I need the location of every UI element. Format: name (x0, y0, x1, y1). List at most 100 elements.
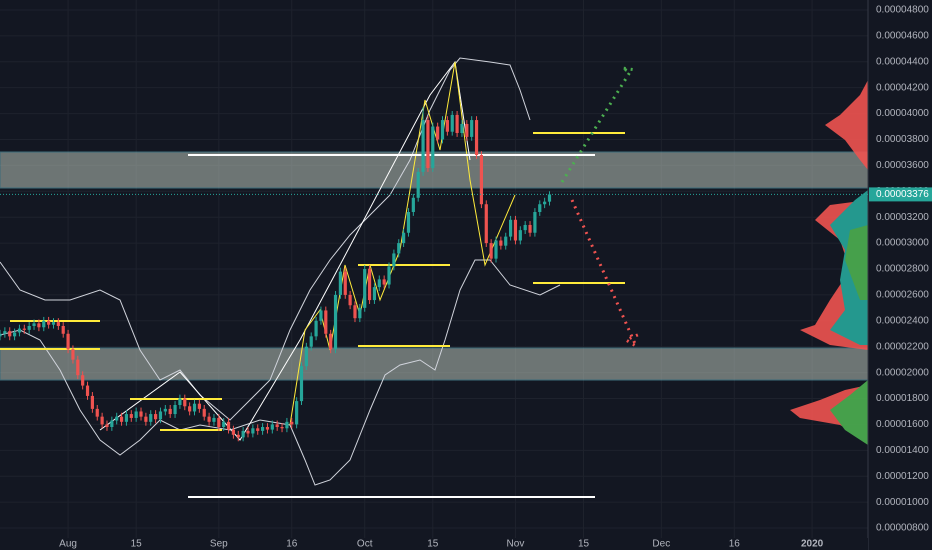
candle-body (538, 204, 542, 213)
candle-body (105, 424, 109, 428)
y-tick-label: 0.00003600 (876, 160, 929, 171)
candle-body (333, 294, 338, 350)
candle-body (363, 269, 367, 308)
candle-body (402, 232, 406, 244)
y-tick-label: 0.00000800 (876, 523, 929, 534)
candle-body (280, 427, 284, 429)
candle-body (494, 240, 498, 259)
candle-body (226, 421, 231, 430)
candle-body (212, 417, 216, 422)
y-tick-label: 0.00004400 (876, 56, 929, 67)
candle-body (222, 421, 226, 428)
candle-body (406, 212, 411, 233)
candle-body (188, 406, 192, 412)
lower-band (0, 259, 561, 486)
profile-red (825, 80, 868, 170)
axis-labels: 0.00004800 0.00004600 0.00004400 0.00004200… (0, 5, 932, 550)
candle-body (489, 243, 493, 259)
candle-body (139, 411, 143, 417)
candle-body (275, 424, 279, 428)
y-tick-label: 0.00001800 (876, 393, 929, 404)
x-tick-label: 16 (729, 539, 741, 550)
candle-body (445, 120, 449, 132)
candles (0, 107, 552, 442)
candle-body (12, 332, 17, 337)
candle-body (265, 427, 270, 430)
candle-body (231, 429, 236, 435)
candle-body (37, 323, 41, 328)
last-price-box (869, 187, 932, 202)
candle-body (115, 416, 119, 421)
candle-body (348, 294, 352, 306)
candle-body (3, 331, 7, 334)
candle-body (168, 408, 172, 415)
candle-body (426, 120, 430, 168)
volume-profile (790, 80, 868, 445)
candle-body (319, 310, 323, 321)
x-tick-label: 16 (286, 539, 298, 550)
candle-body (353, 305, 357, 319)
x-tick-label: Nov (507, 539, 525, 550)
candle-body (256, 428, 260, 431)
candle-body (22, 328, 26, 330)
candle-body (387, 266, 391, 285)
candle-body (51, 322, 56, 325)
y-tick-label: 0.00004600 (876, 31, 929, 42)
candle-body (474, 120, 479, 156)
candle-body (197, 403, 201, 409)
candle-body (523, 224, 527, 231)
profile-green (845, 225, 868, 300)
candle-body (508, 219, 513, 237)
y-tick-label: 0.00001400 (876, 445, 929, 456)
candle-body (470, 120, 474, 137)
x-tick-label: Dec (652, 539, 670, 550)
candle-body (95, 408, 99, 417)
candle-body (90, 395, 94, 409)
pattern-line (99, 60, 471, 441)
candle-body (367, 269, 372, 301)
candle-body (314, 320, 318, 337)
candle-body (0, 333, 2, 337)
candle-body (436, 126, 440, 140)
candle-body (295, 401, 299, 425)
candle-body (304, 346, 308, 367)
candle-body (134, 411, 138, 418)
x-tick-label: Oct (357, 539, 373, 550)
y-tick-label: 0.00004000 (876, 108, 929, 119)
candle-body (299, 366, 304, 402)
candle-body (217, 417, 221, 428)
candle-body (270, 424, 274, 430)
candle-body (129, 414, 133, 418)
candle-body (8, 331, 12, 337)
x-tick-label: 15 (131, 539, 143, 550)
candle-body (358, 307, 362, 319)
candle-body (460, 123, 464, 134)
candle-body (338, 271, 342, 295)
y-tick-label: 0.00002600 (876, 290, 929, 301)
candle-body (202, 408, 206, 417)
support-zone (0, 347, 869, 381)
x-tick-label: 15 (427, 539, 439, 550)
candle-body (343, 271, 347, 295)
candle-body (246, 430, 250, 434)
candle-body (66, 333, 70, 350)
candle-body (329, 333, 333, 350)
candle-body (61, 325, 65, 334)
candle-body (241, 430, 245, 438)
candle-body (397, 243, 401, 254)
candle-body (85, 385, 90, 396)
y-tick-label: 0.00001600 (876, 419, 929, 430)
candle-body (192, 403, 197, 412)
price-axis (868, 0, 932, 550)
candle-body (543, 201, 547, 205)
candle-body (499, 240, 503, 246)
y-tick-label: 0.00002400 (876, 315, 929, 326)
candle-body (76, 359, 80, 376)
candle-body (173, 404, 177, 415)
candle-body (484, 204, 488, 244)
candle-body (56, 322, 60, 326)
candle-body (324, 310, 328, 334)
y-tick-label: 0.00001200 (876, 471, 929, 482)
candle-body (547, 194, 552, 202)
